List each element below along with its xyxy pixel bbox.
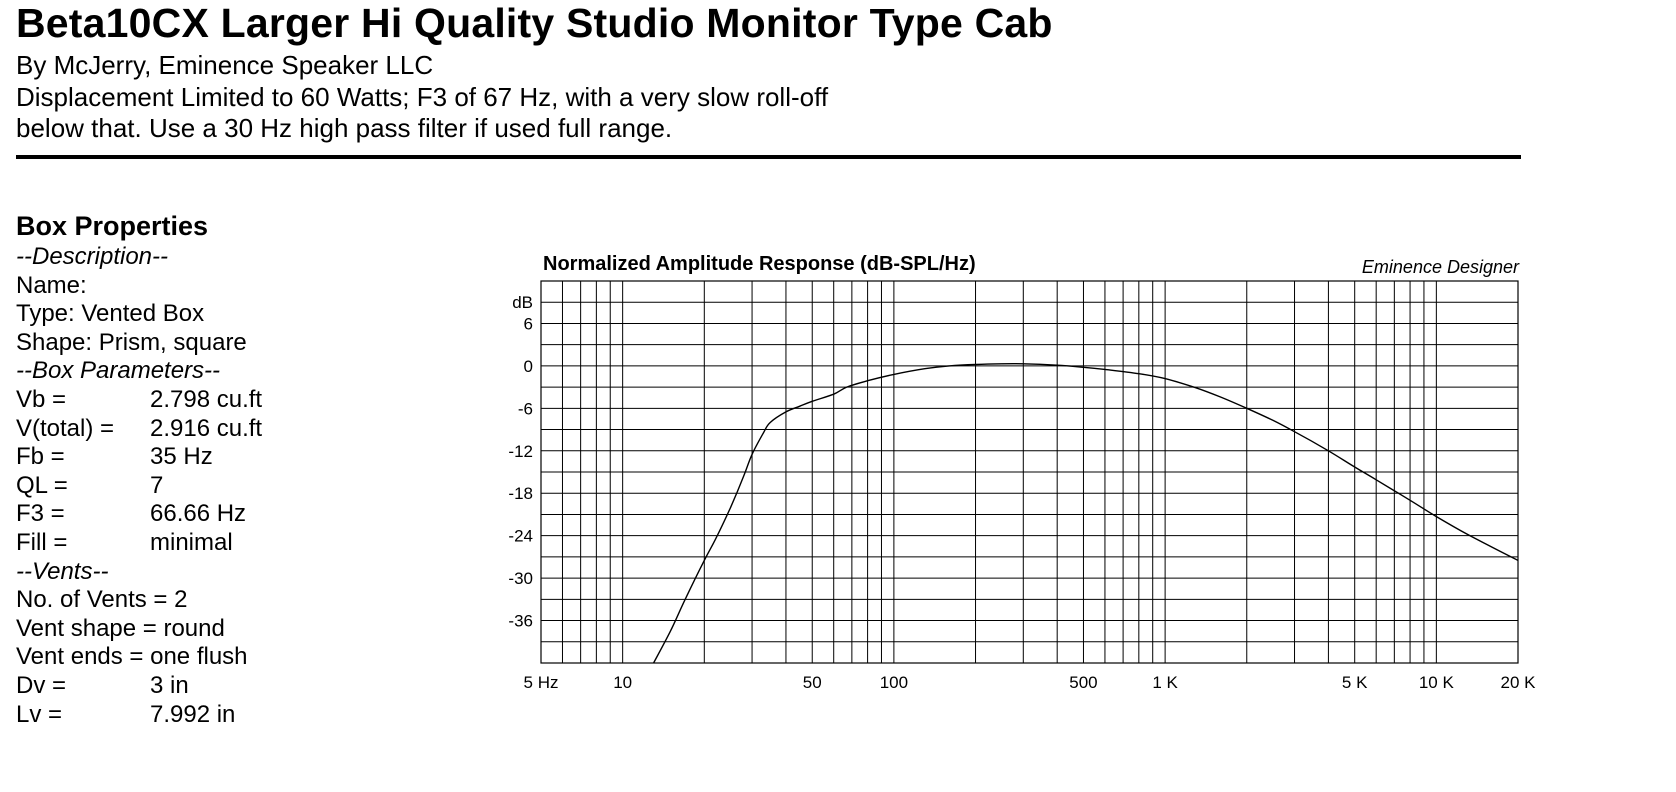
param-value: 2.916 cu.ft bbox=[150, 414, 263, 442]
x-tick-label: 20 K bbox=[1501, 673, 1537, 692]
param-row: Fb = 35 Hz bbox=[16, 443, 262, 472]
param-row: Fill = minimal bbox=[16, 529, 262, 558]
y-tick-label: -18 bbox=[508, 484, 533, 503]
params-heading: --Box Parameters-- bbox=[16, 357, 221, 385]
param-value: 7 bbox=[150, 471, 164, 499]
param-row: Dv = 3 in bbox=[16, 672, 262, 701]
section-heading: Box Properties bbox=[16, 211, 209, 241]
x-tick-label: 5 K bbox=[1342, 673, 1368, 692]
response-curve bbox=[652, 362, 1518, 663]
vents-heading: --Vents-- bbox=[16, 557, 109, 585]
param-value: 66.66 Hz bbox=[150, 500, 247, 528]
x-tick-label: 50 bbox=[803, 673, 822, 692]
type-line: Type: Vented Box bbox=[16, 300, 205, 328]
param-key: F3 = bbox=[16, 500, 65, 528]
chart-credit: Eminence Designer bbox=[1361, 257, 1519, 277]
description-heading: --Description-- bbox=[16, 243, 169, 270]
chart-title: Normalized Amplitude Response (dB-SPL/Hz… bbox=[543, 253, 976, 275]
x-tick-label: 100 bbox=[880, 673, 908, 692]
param-key: Lv = bbox=[16, 700, 63, 728]
y-axis-label: dB bbox=[512, 293, 533, 312]
shape-line: Shape: Prism, square bbox=[16, 328, 247, 356]
param-row: F3 = 66.66 Hz bbox=[16, 500, 262, 529]
x-tick-label: 500 bbox=[1069, 673, 1097, 692]
param-key: Fill = bbox=[16, 528, 68, 556]
vent-shape: Vent shape = round bbox=[16, 614, 225, 642]
x-tick-label: 10 K bbox=[1419, 673, 1455, 692]
y-tick-label: -36 bbox=[508, 612, 533, 631]
vents-count: No. of Vents = 2 bbox=[16, 586, 188, 614]
param-key: Dv = bbox=[16, 671, 67, 699]
name-line: Name: bbox=[16, 271, 87, 299]
param-row: V(total) = 2.916 cu.ft bbox=[16, 415, 262, 444]
y-tick-label: -6 bbox=[518, 399, 533, 418]
plot-frame bbox=[540, 280, 1519, 664]
y-tick-label: -12 bbox=[508, 442, 533, 461]
param-key: QL = bbox=[16, 471, 68, 499]
param-row: QL = 7 bbox=[16, 472, 262, 501]
param-value: 3 in bbox=[150, 671, 189, 699]
box-properties: --Description-- Name: Type: Vented Box S… bbox=[16, 243, 262, 729]
param-value: 7.992 in bbox=[150, 700, 236, 728]
param-value: 35 Hz bbox=[150, 443, 213, 471]
x-tick-label: 5 Hz bbox=[524, 673, 559, 692]
page-title: Beta10CX Larger Hi Quality Studio Monito… bbox=[16, 0, 1053, 46]
x-tick-label: 10 bbox=[613, 673, 632, 692]
param-key: V(total) = bbox=[16, 414, 115, 442]
y-tick-label: 6 bbox=[524, 314, 533, 333]
y-tick-label: -24 bbox=[508, 527, 533, 546]
param-row: Vb = 2.798 cu.ft bbox=[16, 386, 262, 415]
x-tick-label: 1 K bbox=[1152, 673, 1178, 692]
note-line-2: below that. Use a 30 Hz high pass filter… bbox=[16, 113, 673, 143]
param-row: Lv = 7.992 in bbox=[16, 701, 262, 730]
param-key: Fb = bbox=[16, 443, 65, 471]
param-key: Vb = bbox=[16, 385, 67, 413]
byline: By McJerry, Eminence Speaker LLC bbox=[16, 50, 434, 80]
param-value: 2.798 cu.ft bbox=[150, 385, 263, 413]
y-tick-label: -30 bbox=[508, 569, 533, 588]
param-value: minimal bbox=[150, 528, 233, 556]
vent-ends: Vent ends = one flush bbox=[16, 643, 248, 671]
y-tick-label: 0 bbox=[524, 357, 533, 376]
note-line-1: Displacement Limited to 60 Watts; F3 of … bbox=[16, 82, 829, 112]
header-divider bbox=[16, 155, 1521, 159]
